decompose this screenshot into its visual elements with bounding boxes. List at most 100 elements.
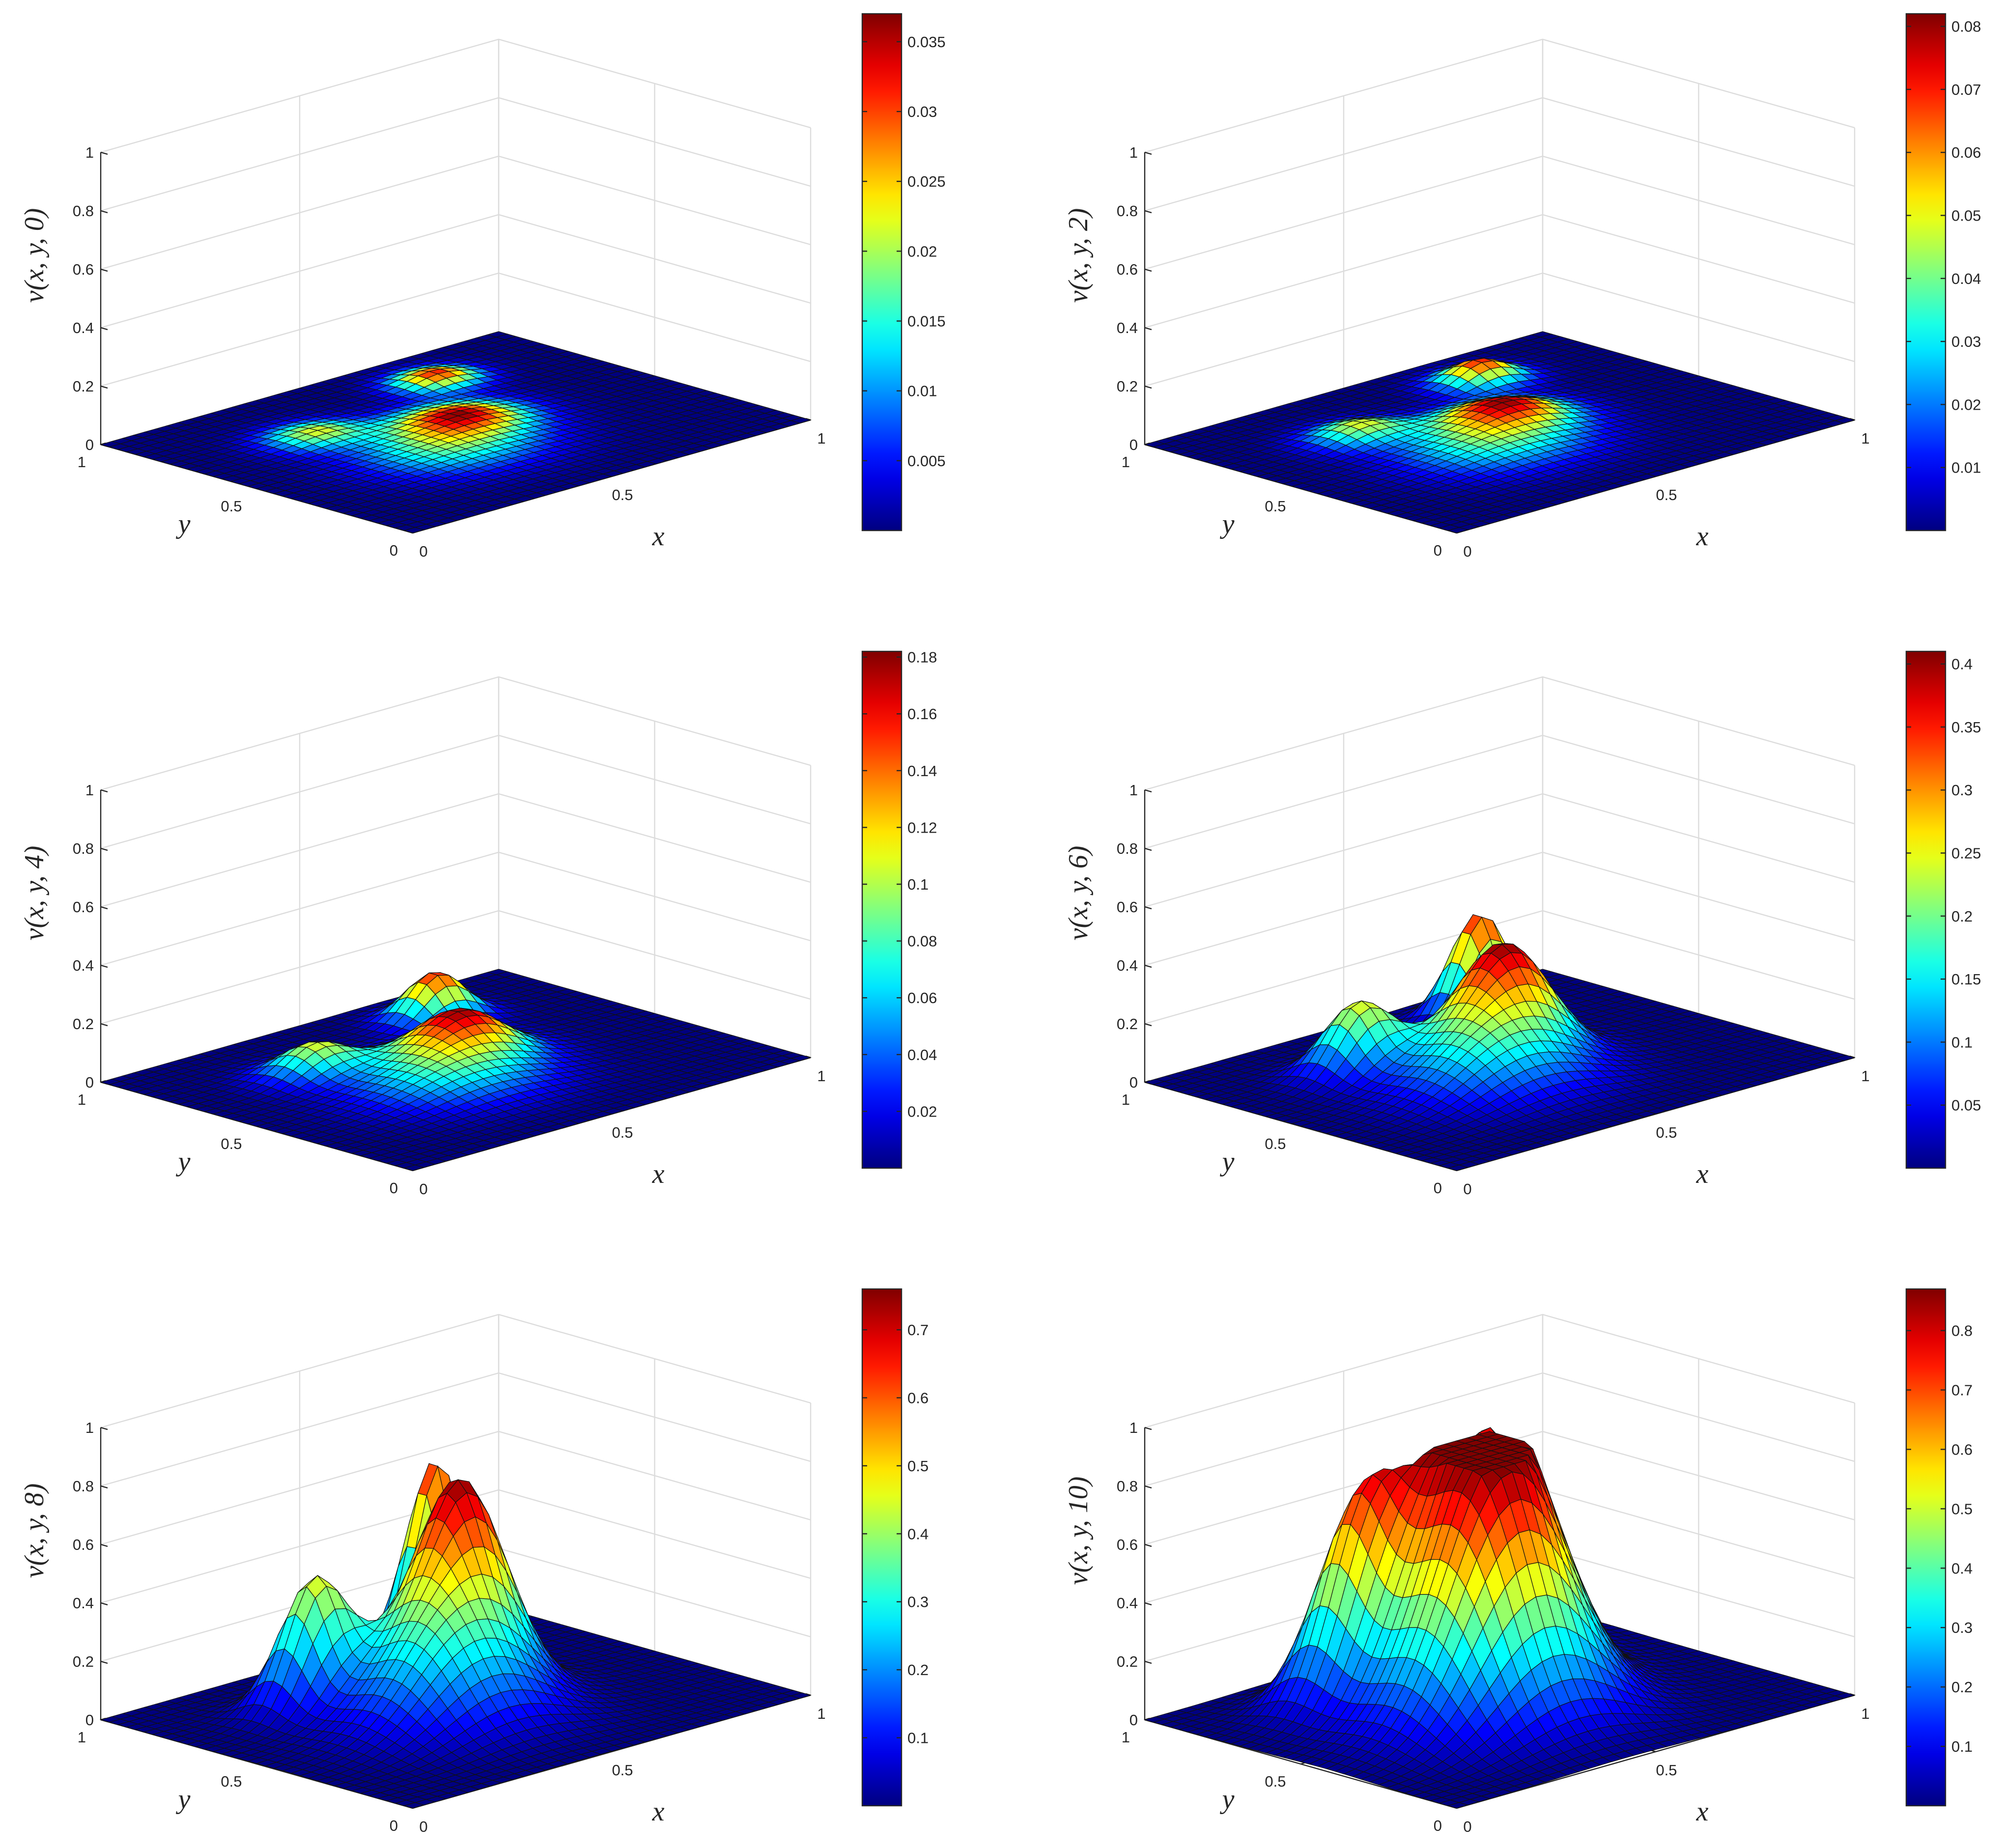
z-tick-label: 0.2: [1117, 378, 1138, 395]
grid-line-z: [100, 97, 811, 212]
colorbar-tick-label: 0.06: [1951, 144, 1981, 161]
z-tick-mark: [100, 1023, 108, 1027]
grid-line-z: [1144, 155, 1855, 270]
z-tick-label: 1: [85, 782, 94, 799]
z-tick-mark: [100, 847, 108, 851]
y-tick-label: 0.5: [1265, 1135, 1286, 1152]
z-axis-label: v(x, y, 2): [1063, 208, 1094, 303]
z-tick-label: 0.2: [73, 378, 94, 395]
y-tick-label: 0: [390, 1179, 398, 1197]
grid-line-z: [1144, 214, 1855, 329]
grid-line-z: [100, 155, 811, 270]
colorbar-tick-label: 0.16: [907, 705, 937, 723]
z-tick-label: 0: [1129, 1074, 1138, 1091]
y-axis-label: y: [1220, 1147, 1235, 1177]
y-tick-label: 1: [78, 1091, 86, 1108]
colorbar-tick-label: 0.1: [907, 876, 929, 893]
colorbar-tick-label: 0.14: [907, 762, 937, 780]
z-tick-mark: [1144, 789, 1152, 793]
colorbar-tick-label: 0.025: [907, 173, 946, 190]
z-tick-label: 0: [85, 1074, 94, 1091]
y-axis-label: y: [1220, 509, 1235, 539]
z-tick-mark: [100, 268, 108, 272]
z-tick-label: 0.6: [1117, 261, 1138, 278]
colorbar-tick-label: 0.04: [1951, 270, 1981, 287]
y-axis-label: y: [176, 509, 191, 539]
colorbar-tick-label: 0.03: [907, 103, 937, 120]
x-tick-label: 0: [1463, 1180, 1471, 1198]
grid-line-z: [100, 214, 811, 329]
y-tick-label: 0: [1434, 542, 1442, 559]
colorbar-tick-label: 0.03: [1951, 333, 1981, 350]
grid-line-z: [100, 793, 811, 908]
z-tick-label: 1: [85, 144, 94, 161]
z-tick-label: 0.8: [1117, 202, 1138, 220]
grid-line-z: [1144, 793, 1855, 908]
grid-line-z: [100, 734, 811, 849]
z-tick-mark: [100, 906, 108, 910]
z-tick-mark: [1144, 964, 1152, 968]
z-tick-label: 0.4: [1117, 319, 1138, 336]
colorbar-tick-label: 0.01: [907, 383, 937, 400]
z-tick-label: 0: [85, 436, 94, 453]
z-tick-label: 0.8: [73, 840, 94, 857]
y-tick-label: 0.5: [1265, 498, 1286, 515]
colorbar-tick-label: 0.18: [907, 649, 937, 666]
z-tick-mark: [100, 210, 108, 214]
z-tick-label: 0.8: [73, 202, 94, 220]
z-tick-label: 0.2: [73, 1015, 94, 1033]
colorbar-tick-label: 0.005: [907, 452, 946, 470]
grid-line-z: [1144, 676, 1855, 791]
z-tick-mark: [100, 385, 108, 389]
surface: [99, 969, 812, 1171]
colorbar-tick-label: 0.05: [1951, 207, 1981, 224]
z-tick-mark: [1144, 906, 1152, 910]
colorbar-tick-label: 0.02: [1951, 396, 1981, 413]
colorbar-tick-label: 0.015: [907, 313, 946, 330]
z-tick-mark: [1144, 1023, 1152, 1027]
colorbar-tick-label: 0.02: [907, 243, 937, 260]
z-axis-label: v(x, y, 6): [1063, 846, 1094, 941]
grid-line-z: [100, 38, 811, 153]
z-tick-label: 0.4: [73, 319, 94, 336]
z-tick-label: 1: [1129, 782, 1138, 799]
colorbar-tick-label: 0.035: [907, 33, 946, 51]
surface: [1143, 331, 1856, 533]
grid-line-z: [100, 851, 811, 966]
z-tick-mark: [100, 789, 108, 793]
colorbar-tick-label: 0.04: [907, 1046, 937, 1064]
x-tick-label: 0: [419, 1180, 427, 1198]
y-tick-label: 1: [1122, 1091, 1130, 1108]
grid-line-z: [1144, 38, 1855, 153]
y-tick-label: 0: [390, 542, 398, 559]
colorbar-tick-label: 0.08: [907, 933, 937, 950]
z-tick-label: 0.2: [1117, 1015, 1138, 1033]
colorbar-tick-label: 0.01: [1951, 459, 1981, 476]
colorbar: [1906, 14, 1946, 531]
z-tick-mark: [1144, 268, 1152, 272]
colorbar-tick-label: 0.08: [1951, 18, 1981, 35]
z-tick-label: 0.8: [1117, 840, 1138, 857]
x-axis-label: x: [652, 1159, 665, 1189]
z-tick-mark: [1144, 151, 1152, 155]
z-tick-label: 0.6: [1117, 898, 1138, 916]
z-tick-mark: [1144, 385, 1152, 389]
colorbar-tick-label: 0.12: [907, 819, 937, 836]
z-axis-label: v(x, y, 4): [19, 846, 50, 941]
colorbar: [862, 14, 902, 531]
x-tick-label: 0: [1463, 543, 1471, 560]
grid-line-z: [1144, 734, 1855, 849]
colorbar-tick-label: 0.02: [907, 1103, 937, 1120]
x-tick-label: 0.5: [612, 1124, 633, 1141]
x-tick-label: 0.5: [612, 486, 633, 504]
z-tick-label: 0.6: [73, 898, 94, 916]
z-tick-mark: [100, 151, 108, 155]
x-tick-label: 1: [817, 430, 825, 447]
z-tick-label: 0.6: [73, 261, 94, 278]
z-tick-mark: [100, 964, 108, 968]
y-tick-label: 1: [78, 453, 86, 471]
z-tick-label: 1: [1129, 144, 1138, 161]
